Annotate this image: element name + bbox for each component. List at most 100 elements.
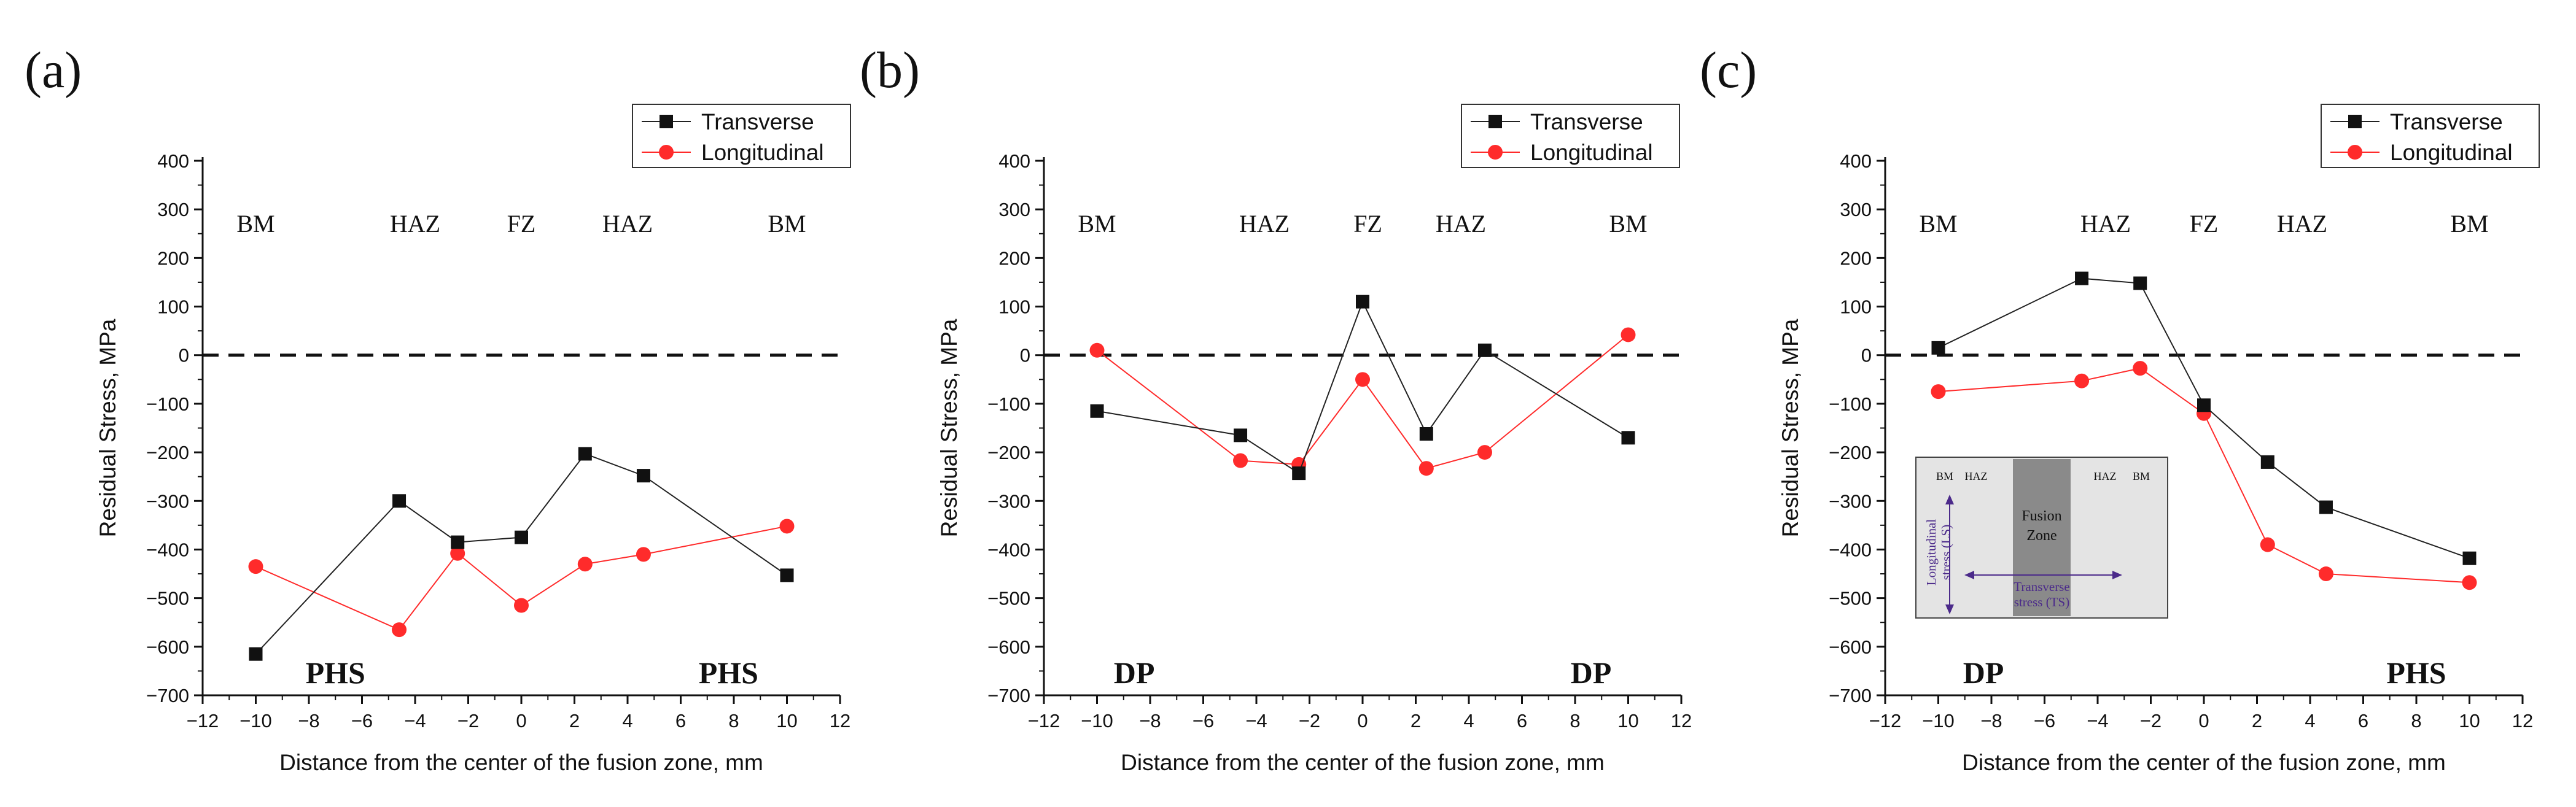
y-tick-label: 400 — [157, 150, 189, 172]
legend-label: Longitudinal — [701, 140, 824, 165]
inset-transverse-label: Transverse stress (TS) — [2014, 579, 2069, 609]
chart-panel-3: (c)−700−600−500−400−300−200−100010020030… — [1700, 42, 2540, 775]
zone-label: BM — [1919, 210, 1957, 237]
y-tick-label: 100 — [998, 296, 1030, 318]
legend-label: Transverse — [701, 109, 814, 134]
zone-label: FZ — [507, 210, 536, 237]
y-tick-label: 200 — [1840, 247, 1872, 269]
y-tick-label: 200 — [998, 247, 1030, 269]
data-point-transverse — [2319, 500, 2333, 514]
data-point-transverse — [451, 535, 465, 549]
y-tick-label: 200 — [157, 247, 189, 269]
legend-marker-square — [660, 115, 673, 128]
data-point-transverse — [578, 447, 592, 461]
data-point-transverse — [515, 530, 528, 544]
y-tick-label: −100 — [1829, 393, 1872, 415]
data-point-transverse — [1477, 343, 1492, 357]
x-tick-label: 4 — [1463, 710, 1474, 732]
y-tick-label: −700 — [1829, 685, 1872, 706]
zone-label: FZ — [2190, 210, 2219, 237]
data-point-longitudinal — [1418, 461, 1434, 476]
x-tick-label: 10 — [2459, 710, 2480, 732]
y-tick-label: −500 — [1829, 588, 1872, 609]
x-tick-label: −2 — [457, 710, 479, 732]
y-tick-label: −300 — [146, 490, 189, 512]
x-tick-label: 10 — [776, 710, 797, 732]
y-tick-label: −600 — [987, 636, 1030, 658]
series-line-transverse — [1097, 300, 1629, 474]
fusion-zone-band — [2013, 459, 2071, 616]
x-tick-label: 4 — [2305, 710, 2315, 732]
y-tick-label: 100 — [157, 296, 189, 318]
series-line-transverse — [255, 453, 788, 655]
data-point-longitudinal — [2074, 373, 2090, 388]
data-point-transverse — [1931, 341, 1945, 355]
y-tick-label: 0 — [1861, 345, 1872, 366]
data-point-longitudinal — [2462, 575, 2477, 590]
data-point-longitudinal — [577, 557, 593, 572]
zone-label: HAZ — [2277, 210, 2327, 237]
data-point-longitudinal — [450, 546, 465, 561]
data-point-longitudinal — [1089, 342, 1105, 358]
data-point-transverse — [780, 568, 794, 582]
material-label: PHS — [306, 655, 365, 690]
inset-zone-label: BM — [1936, 470, 1953, 482]
x-tick-label: 6 — [675, 710, 686, 732]
y-tick-label: −500 — [987, 588, 1030, 609]
panel-label: (b) — [860, 42, 920, 99]
inset-zone-label: HAZ — [2094, 470, 2117, 482]
zone-label: HAZ — [390, 210, 440, 237]
zone-label: HAZ — [2080, 210, 2131, 237]
x-tick-label: 0 — [2198, 710, 2209, 732]
inset-zone-label: BM — [2133, 470, 2150, 482]
y-tick-label: −200 — [987, 442, 1030, 463]
y-tick-label: 100 — [1840, 296, 1872, 318]
inset-fusion-zone-label: Fusion Zone — [2021, 508, 2061, 544]
x-tick-label: 0 — [1357, 710, 1368, 732]
y-tick-label: 300 — [157, 199, 189, 220]
x-tick-label: 6 — [1517, 710, 1527, 732]
x-tick-label: 12 — [830, 710, 850, 732]
y-tick-label: −600 — [146, 636, 189, 658]
data-point-transverse — [1090, 404, 1104, 418]
y-tick-label: 300 — [1840, 199, 1872, 220]
arrowhead — [2112, 571, 2122, 579]
legend-label: Longitudinal — [1530, 140, 1653, 165]
x-axis-title: Distance from the center of the fusion z… — [1962, 750, 2446, 775]
y-tick-label: −400 — [1829, 539, 1872, 560]
data-point-longitudinal — [514, 598, 529, 613]
x-tick-label: 0 — [516, 710, 526, 732]
x-tick-label: −10 — [1081, 710, 1113, 732]
data-point-transverse — [2197, 398, 2211, 412]
x-axis-title: Distance from the center of the fusion z… — [1121, 750, 1605, 775]
x-tick-label: −12 — [1869, 710, 1902, 732]
data-point-transverse — [2462, 551, 2477, 565]
x-tick-label: 4 — [622, 710, 632, 732]
data-point-longitudinal — [2260, 537, 2275, 552]
data-point-longitudinal — [1931, 384, 1946, 400]
y-tick-label: 0 — [179, 345, 189, 366]
arrowhead — [1964, 571, 1974, 579]
x-tick-label: 8 — [2411, 710, 2421, 732]
legend-label: Transverse — [1530, 109, 1643, 134]
legend-label: Transverse — [2390, 109, 2503, 134]
data-point-transverse — [1234, 428, 1248, 442]
data-point-transverse — [1356, 295, 1369, 309]
data-point-transverse — [1292, 466, 1306, 481]
zone-label: BM — [1609, 210, 1647, 237]
x-tick-label: −10 — [1922, 710, 1955, 732]
x-tick-label: 8 — [1570, 710, 1580, 732]
y-tick-label: −300 — [1829, 490, 1872, 512]
legend-marker-circle — [2348, 145, 2362, 160]
x-tick-label: −2 — [1299, 710, 1320, 732]
data-point-longitudinal — [2318, 566, 2333, 582]
data-point-longitudinal — [248, 559, 263, 574]
data-point-longitudinal — [1621, 327, 1636, 342]
x-tick-label: 8 — [728, 710, 739, 732]
material-label: PHS — [699, 655, 758, 690]
x-tick-label: 12 — [2512, 710, 2533, 732]
zone-label: FZ — [1353, 210, 1382, 237]
data-point-transverse — [636, 469, 650, 483]
y-axis-title: Residual Stress, MPa — [95, 319, 120, 537]
data-point-transverse — [1419, 427, 1433, 441]
